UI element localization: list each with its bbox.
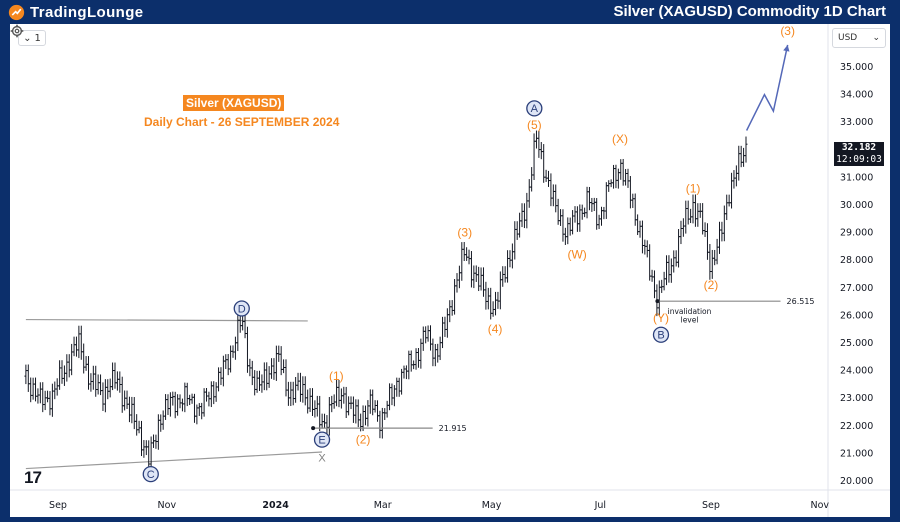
y-tick-label: 31.000: [840, 172, 873, 183]
y-tick-label: 21.000: [840, 448, 873, 459]
x-tick-label: Nov: [810, 500, 829, 511]
price-chart[interactable]: 35.000 34.000 33.000 31.000 30.000 29.000 28.0…: [10, 24, 890, 517]
level-value-label: 26.515: [787, 297, 815, 306]
last-price-value: 32.182: [841, 142, 877, 153]
interval-dropdown[interactable]: ⌄ 1: [18, 30, 46, 46]
wave-label: (3): [780, 24, 795, 38]
brand-mark-icon: [8, 4, 25, 20]
level-value-label: 21.915: [439, 424, 467, 433]
x-tick-label: Mar: [374, 500, 392, 511]
y-tick-label: 35.000: [840, 62, 873, 73]
wave-label: E: [318, 434, 325, 446]
chart-subtitle-title: Silver (XAGUSD): [183, 95, 285, 111]
x-tick-label: May: [482, 500, 502, 511]
y-tick-label: 26.000: [840, 310, 873, 321]
wave-label-circle: [313, 431, 331, 448]
level-dot: [311, 426, 316, 431]
x-tick-label: Sep: [702, 500, 720, 511]
y-tick-label: 27.000: [840, 283, 873, 294]
y-tick-label: 20.000: [840, 476, 873, 487]
brand-name: TradingLounge: [30, 3, 144, 21]
interval-value: 1: [34, 32, 41, 44]
wave-label-circle: [526, 100, 543, 117]
x-tick-label: Jul: [594, 500, 606, 511]
wave-label: (1): [686, 181, 701, 195]
title-bar: TradingLounge Silver (XAGUSD) Commodity …: [0, 0, 900, 24]
wave-label: (4): [488, 322, 503, 336]
y-tick-label: 22.000: [840, 421, 873, 432]
y-tick-label: 34.000: [840, 90, 873, 101]
y-tick-label: 28.000: [840, 255, 873, 266]
wave-label: (2): [704, 278, 719, 292]
y-tick-label: 24.000: [840, 366, 873, 377]
chart-panel: 35.000 34.000 33.000 31.000 30.000 29.000 28.0…: [10, 24, 890, 517]
x-tick-label: 2024: [262, 500, 289, 511]
triangle-upper-line: [25, 318, 308, 322]
wave-label: (3): [457, 226, 472, 240]
chart-title: Silver (XAGUSD) Commodity 1D Chart: [613, 3, 886, 20]
chart-subtitle-date: Daily Chart - 26 SEPTEMBER 2024: [144, 115, 340, 129]
brand-logo: TradingLounge: [8, 2, 144, 22]
wave-label: (2): [356, 433, 371, 447]
wave-label: (Y): [653, 311, 669, 325]
wave-label: (X): [612, 132, 628, 146]
wave-label: C: [147, 469, 155, 481]
wave-label-circle: [233, 300, 250, 317]
wave-label: (5): [527, 118, 542, 132]
y-tick-label: 25.000: [840, 338, 873, 349]
bar-countdown: 12:09:03: [836, 154, 882, 165]
y-tick-label: 33.000: [840, 117, 873, 128]
y-tick-label: 23.000: [840, 393, 873, 404]
wave-label: A: [531, 103, 539, 115]
projection-arrowhead: [783, 44, 790, 52]
triangle-lower-line: [25, 451, 323, 470]
wave-label-circle: [142, 465, 159, 483]
wave-label: D: [238, 303, 246, 315]
tradingview-logo: 17: [24, 468, 42, 487]
wave-label: (1): [329, 369, 344, 383]
chevron-down-icon: ⌄: [872, 33, 880, 43]
invalidation-note: invalidation: [668, 307, 712, 316]
last-price-tag: 32.182 12:09:03: [834, 142, 884, 166]
x-tick-label: Sep: [49, 500, 67, 511]
y-tick-label: 29.000: [840, 228, 873, 239]
gear-icon[interactable]: [10, 24, 24, 38]
invalidation-note: level: [681, 316, 699, 325]
currency-label: USD: [838, 33, 858, 43]
wave-label: (W): [567, 248, 586, 262]
chevron-down-icon: ⌄: [23, 32, 32, 44]
x-tick-label: Nov: [158, 500, 177, 511]
level-dot: [655, 299, 660, 304]
wave-label-circle: [652, 326, 670, 343]
y-tick-label: 30.000: [840, 200, 873, 211]
wave-label: X: [318, 453, 326, 465]
currency-selector[interactable]: USD ⌄: [832, 28, 886, 48]
projection-path: [745, 44, 789, 131]
wave-label: B: [657, 330, 664, 342]
